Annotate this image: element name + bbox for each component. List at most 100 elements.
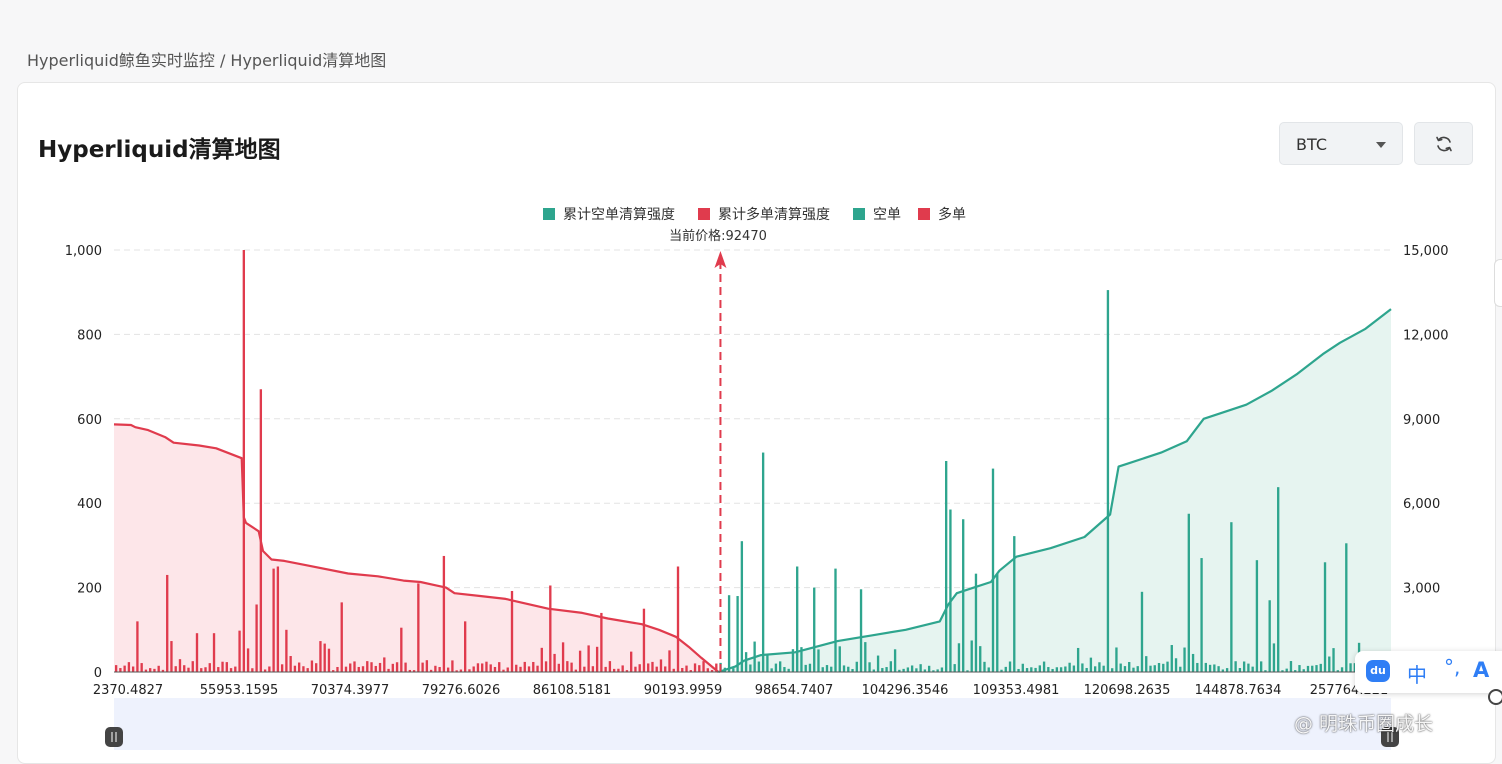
long-bar[interactable] (442, 555, 446, 672)
long-bar[interactable] (383, 657, 386, 672)
short-bar[interactable] (1166, 661, 1169, 672)
short-bar[interactable] (774, 663, 778, 672)
short-bar[interactable] (979, 646, 982, 672)
short-bar[interactable] (1051, 668, 1054, 672)
long-bar[interactable] (434, 665, 437, 672)
long-bar[interactable] (366, 661, 369, 672)
ime-logo[interactable]: du (1366, 660, 1390, 682)
short-bar[interactable] (1170, 645, 1173, 672)
long-bar[interactable] (378, 662, 382, 672)
long-bar[interactable] (344, 666, 348, 672)
legend-label[interactable]: 累计空单清算强度 (563, 207, 675, 223)
long-bar[interactable] (353, 661, 356, 672)
long-bar[interactable] (297, 662, 301, 672)
short-bar[interactable] (1102, 665, 1105, 672)
long-bar[interactable] (259, 389, 263, 672)
long-bar[interactable] (532, 661, 535, 672)
short-bar[interactable] (1302, 669, 1305, 672)
short-bar[interactable] (800, 647, 803, 672)
side-panel-handle[interactable] (1494, 259, 1502, 307)
short-bar[interactable] (1238, 668, 1242, 672)
long-bar[interactable] (327, 648, 331, 672)
short-bar[interactable] (1157, 663, 1161, 672)
short-bar[interactable] (1136, 666, 1139, 672)
long-bar[interactable] (187, 667, 190, 672)
short-bar[interactable] (898, 669, 901, 672)
long-bar[interactable] (485, 661, 488, 672)
long-bar[interactable] (123, 665, 126, 672)
long-bar[interactable] (323, 643, 326, 672)
long-bar[interactable] (557, 663, 560, 672)
long-bar[interactable] (302, 666, 305, 672)
ime-font-icon[interactable]: A (1473, 658, 1490, 682)
long-bar[interactable] (195, 633, 199, 672)
short-bar[interactable] (1128, 662, 1131, 672)
long-bar[interactable] (255, 604, 258, 672)
short-bar[interactable] (838, 646, 841, 672)
short-bar[interactable] (1268, 600, 1271, 672)
long-bar[interactable] (710, 670, 714, 672)
long-bar[interactable] (549, 585, 552, 672)
short-bar[interactable] (1115, 647, 1118, 672)
short-bar[interactable] (1260, 661, 1263, 672)
short-bar[interactable] (1098, 662, 1101, 672)
long-bar[interactable] (664, 666, 667, 672)
short-bar[interactable] (1221, 669, 1225, 672)
long-bar[interactable] (272, 568, 275, 672)
short-bar[interactable] (847, 666, 850, 672)
short-bar[interactable] (864, 642, 867, 672)
long-bar[interactable] (174, 666, 177, 672)
long-bar[interactable] (404, 662, 407, 672)
long-bar[interactable] (451, 660, 454, 672)
long-bar[interactable] (617, 668, 620, 672)
short-bar[interactable] (1030, 667, 1033, 672)
long-bar[interactable] (412, 670, 416, 672)
short-bar[interactable] (1196, 662, 1199, 672)
short-bar[interactable] (804, 664, 807, 672)
short-bar[interactable] (962, 519, 965, 672)
short-bar[interactable] (1119, 663, 1122, 672)
short-bar[interactable] (966, 670, 969, 672)
long-bar[interactable] (400, 627, 403, 672)
long-bar[interactable] (315, 663, 318, 672)
short-bar[interactable] (991, 468, 995, 672)
short-bar[interactable] (910, 665, 914, 672)
long-bar[interactable] (438, 667, 441, 672)
long-bar[interactable] (561, 642, 565, 672)
long-bar[interactable] (200, 668, 203, 672)
short-bar[interactable] (1076, 647, 1080, 672)
short-bar[interactable] (757, 661, 761, 672)
legend-label[interactable]: 空单 (873, 207, 901, 223)
long-bar[interactable] (676, 566, 680, 673)
long-bar[interactable] (221, 661, 224, 672)
short-bar[interactable] (1042, 661, 1046, 672)
long-bar[interactable] (268, 666, 271, 672)
short-bar[interactable] (996, 573, 999, 672)
long-bar[interactable] (570, 662, 573, 672)
short-bar[interactable] (1085, 667, 1088, 672)
short-bar[interactable] (1038, 665, 1041, 672)
short-bar[interactable] (732, 668, 735, 672)
long-bar[interactable] (604, 666, 607, 672)
long-bar[interactable] (566, 661, 569, 672)
long-bar[interactable] (672, 668, 675, 672)
long-bar[interactable] (459, 669, 463, 672)
short-bar[interactable] (1251, 666, 1254, 672)
long-bar[interactable] (234, 666, 237, 672)
long-bar[interactable] (429, 669, 433, 672)
short-bar[interactable] (889, 661, 893, 672)
short-bar[interactable] (1149, 665, 1152, 672)
short-bar[interactable] (855, 661, 858, 672)
short-bar[interactable] (859, 589, 863, 672)
long-bar[interactable] (498, 662, 501, 672)
short-bar[interactable] (936, 669, 939, 672)
short-bar[interactable] (825, 665, 829, 672)
short-bar[interactable] (1200, 558, 1203, 672)
ime-mode-toggle[interactable]: 中 (1407, 663, 1427, 687)
long-bar[interactable] (578, 650, 582, 672)
short-bar[interactable] (787, 668, 790, 672)
short-bar[interactable] (1264, 670, 1267, 672)
zoom-slider-track[interactable] (114, 698, 1391, 750)
long-bar[interactable] (523, 661, 526, 672)
short-bar[interactable] (1055, 667, 1059, 672)
